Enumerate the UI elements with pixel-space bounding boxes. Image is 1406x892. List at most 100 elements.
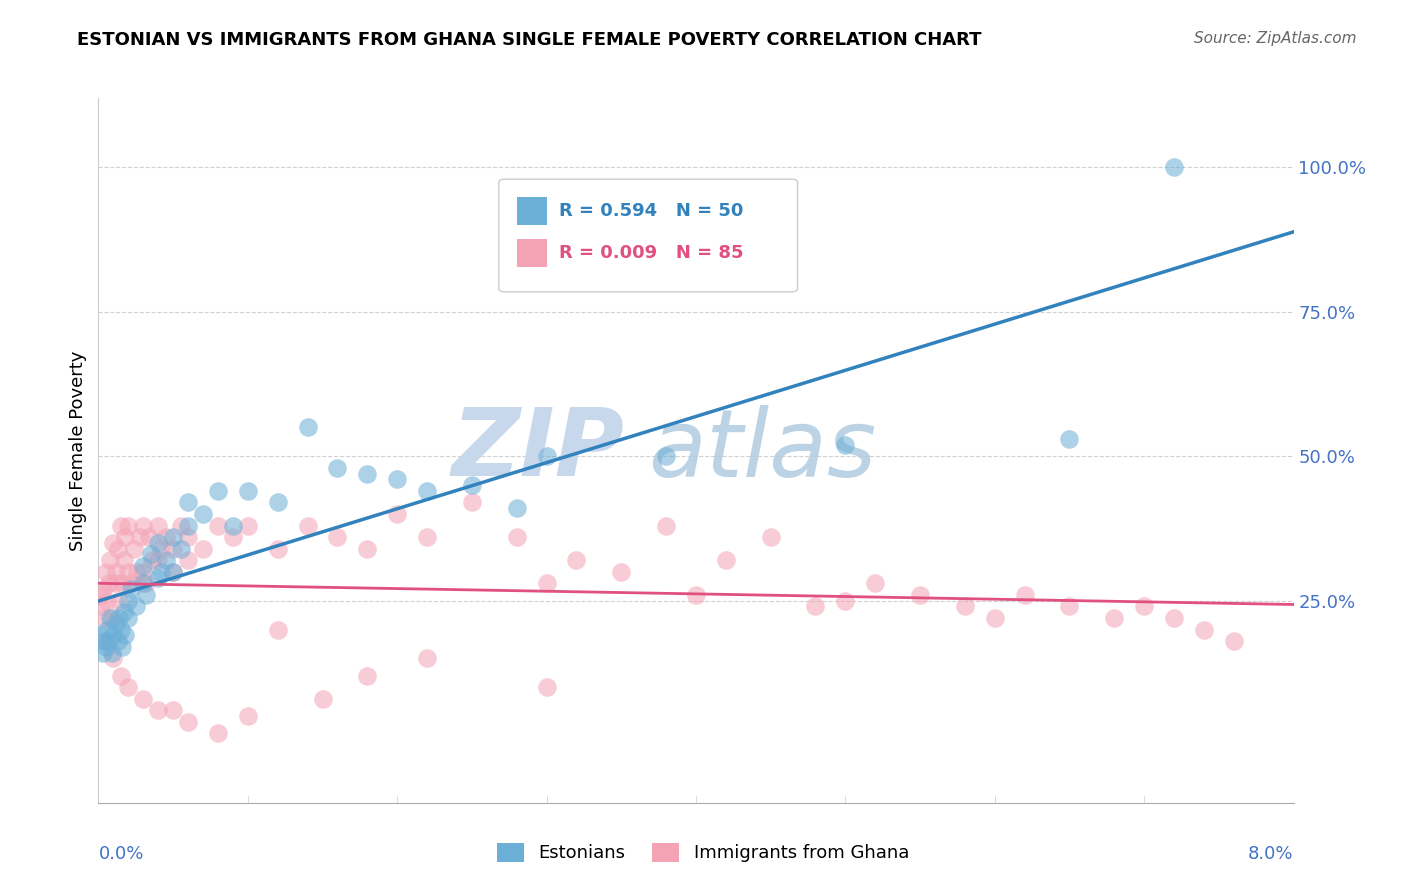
Point: [191, 507, 214, 521]
Point: [177, 495, 200, 509]
Point: [162, 541, 184, 556]
Point: [105, 616, 128, 631]
Point: [93, 634, 115, 648]
Point: [120, 576, 142, 591]
Point: [97, 576, 120, 591]
Legend: Estonians, Immigrants from Ghana: Estonians, Immigrants from Ghana: [489, 836, 917, 870]
Point: [1192, 623, 1215, 637]
Point: [169, 518, 191, 533]
Point: [110, 623, 132, 637]
Point: [91, 646, 114, 660]
Point: [356, 541, 378, 556]
Point: [416, 483, 439, 498]
Point: [141, 553, 163, 567]
Point: [536, 680, 558, 694]
Point: [132, 565, 155, 579]
Point: [236, 518, 259, 533]
Point: [1163, 611, 1185, 625]
Point: [124, 541, 146, 556]
Point: [162, 565, 184, 579]
Point: [90, 599, 112, 614]
Text: atlas: atlas: [648, 405, 876, 496]
Point: [97, 634, 120, 648]
Point: [110, 518, 132, 533]
Point: [139, 548, 162, 562]
Point: [94, 565, 117, 579]
Point: [177, 530, 200, 544]
Point: [120, 582, 142, 596]
Point: [759, 530, 782, 544]
Point: [536, 449, 558, 463]
Bar: [517, 239, 547, 268]
Bar: [517, 197, 547, 225]
Point: [138, 530, 160, 544]
Point: [110, 669, 132, 683]
Point: [98, 611, 122, 625]
Point: [101, 646, 124, 660]
Point: [117, 565, 139, 579]
Point: [150, 541, 173, 556]
Point: [506, 501, 529, 516]
Point: [177, 714, 200, 729]
Point: [108, 593, 131, 607]
Point: [236, 709, 259, 723]
Point: [104, 576, 127, 591]
Point: [297, 420, 319, 434]
Point: [804, 599, 827, 614]
Point: [107, 541, 129, 556]
Point: [155, 530, 177, 544]
Point: [416, 651, 439, 665]
Point: [865, 576, 887, 591]
Point: [207, 518, 229, 533]
Point: [1059, 599, 1081, 614]
Text: R = 0.594   N = 50: R = 0.594 N = 50: [558, 202, 742, 219]
Point: [685, 588, 707, 602]
Point: [114, 628, 136, 642]
Point: [236, 483, 259, 498]
Point: [135, 576, 157, 591]
Point: [356, 467, 378, 481]
Text: ZIP: ZIP: [451, 404, 624, 497]
Point: [94, 634, 117, 648]
Text: 8.0%: 8.0%: [1249, 845, 1294, 863]
Point: [834, 593, 856, 607]
Point: [90, 628, 112, 642]
Point: [1133, 599, 1156, 614]
Point: [1059, 432, 1081, 446]
Point: [169, 541, 191, 556]
Point: [953, 599, 976, 614]
Point: [326, 460, 349, 475]
Point: [91, 582, 114, 596]
Point: [267, 495, 290, 509]
Point: [148, 703, 170, 717]
Point: [222, 518, 245, 533]
Point: [326, 530, 349, 544]
Point: [162, 530, 184, 544]
Point: [132, 559, 155, 574]
Point: [89, 588, 111, 602]
Point: [297, 518, 319, 533]
Point: [655, 449, 678, 463]
Point: [222, 530, 245, 544]
Point: [103, 651, 125, 665]
Point: [101, 611, 124, 625]
Point: [356, 669, 378, 683]
Point: [461, 478, 484, 492]
Point: [207, 726, 229, 740]
Point: [385, 507, 409, 521]
Point: [111, 576, 134, 591]
Point: [655, 518, 678, 533]
Point: [93, 611, 115, 625]
Point: [506, 530, 529, 544]
Point: [416, 530, 439, 544]
Point: [112, 605, 135, 619]
Point: [94, 640, 117, 654]
Point: [117, 680, 139, 694]
Point: [103, 628, 125, 642]
Point: [117, 611, 139, 625]
Point: [111, 640, 134, 654]
Point: [1104, 611, 1126, 625]
Point: [132, 576, 155, 591]
Point: [267, 623, 290, 637]
Point: [984, 611, 1007, 625]
